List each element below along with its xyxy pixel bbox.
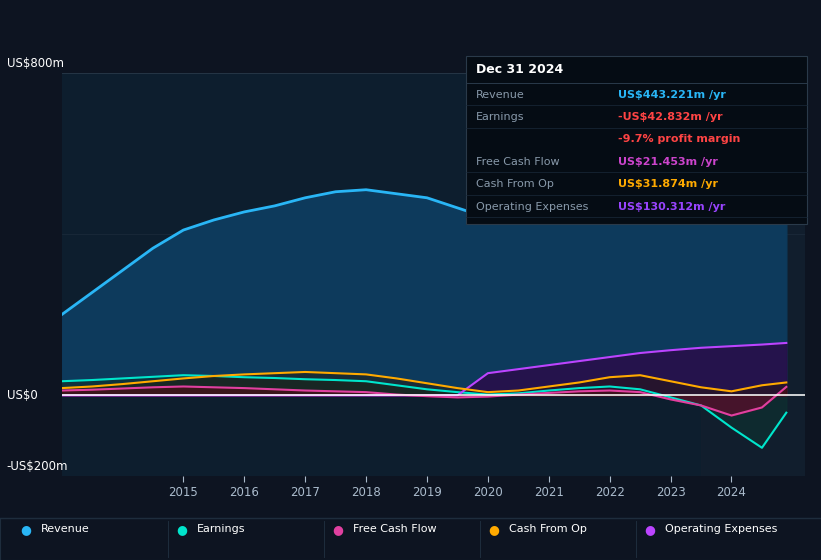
Text: ●: ● [333,522,343,536]
Text: Earnings: Earnings [197,524,245,534]
Text: Cash From Op: Cash From Op [509,524,587,534]
Text: -US$200m: -US$200m [7,460,68,473]
Text: ●: ● [177,522,187,536]
Text: Operating Expenses: Operating Expenses [665,524,777,534]
Text: US$31.874m /yr: US$31.874m /yr [618,179,718,189]
Text: US$800m: US$800m [7,57,63,70]
Text: -9.7% profit margin: -9.7% profit margin [618,134,741,144]
Text: Free Cash Flow: Free Cash Flow [353,524,437,534]
Text: Revenue: Revenue [41,524,89,534]
Text: Cash From Op: Cash From Op [476,179,554,189]
Text: Operating Expenses: Operating Expenses [476,202,589,212]
Text: ●: ● [644,522,655,536]
Text: Revenue: Revenue [476,90,525,100]
Text: US$443.221m /yr: US$443.221m /yr [618,90,726,100]
Text: Earnings: Earnings [476,112,525,122]
Text: US$130.312m /yr: US$130.312m /yr [618,202,726,212]
Bar [701,73,805,476]
Text: US$21.453m /yr: US$21.453m /yr [618,157,718,167]
Text: US$0: US$0 [7,389,37,402]
Text: Free Cash Flow: Free Cash Flow [476,157,560,167]
Text: ●: ● [21,522,31,536]
Text: -US$42.832m /yr: -US$42.832m /yr [618,112,722,122]
Text: Dec 31 2024: Dec 31 2024 [476,63,563,76]
Text: ●: ● [488,522,499,536]
